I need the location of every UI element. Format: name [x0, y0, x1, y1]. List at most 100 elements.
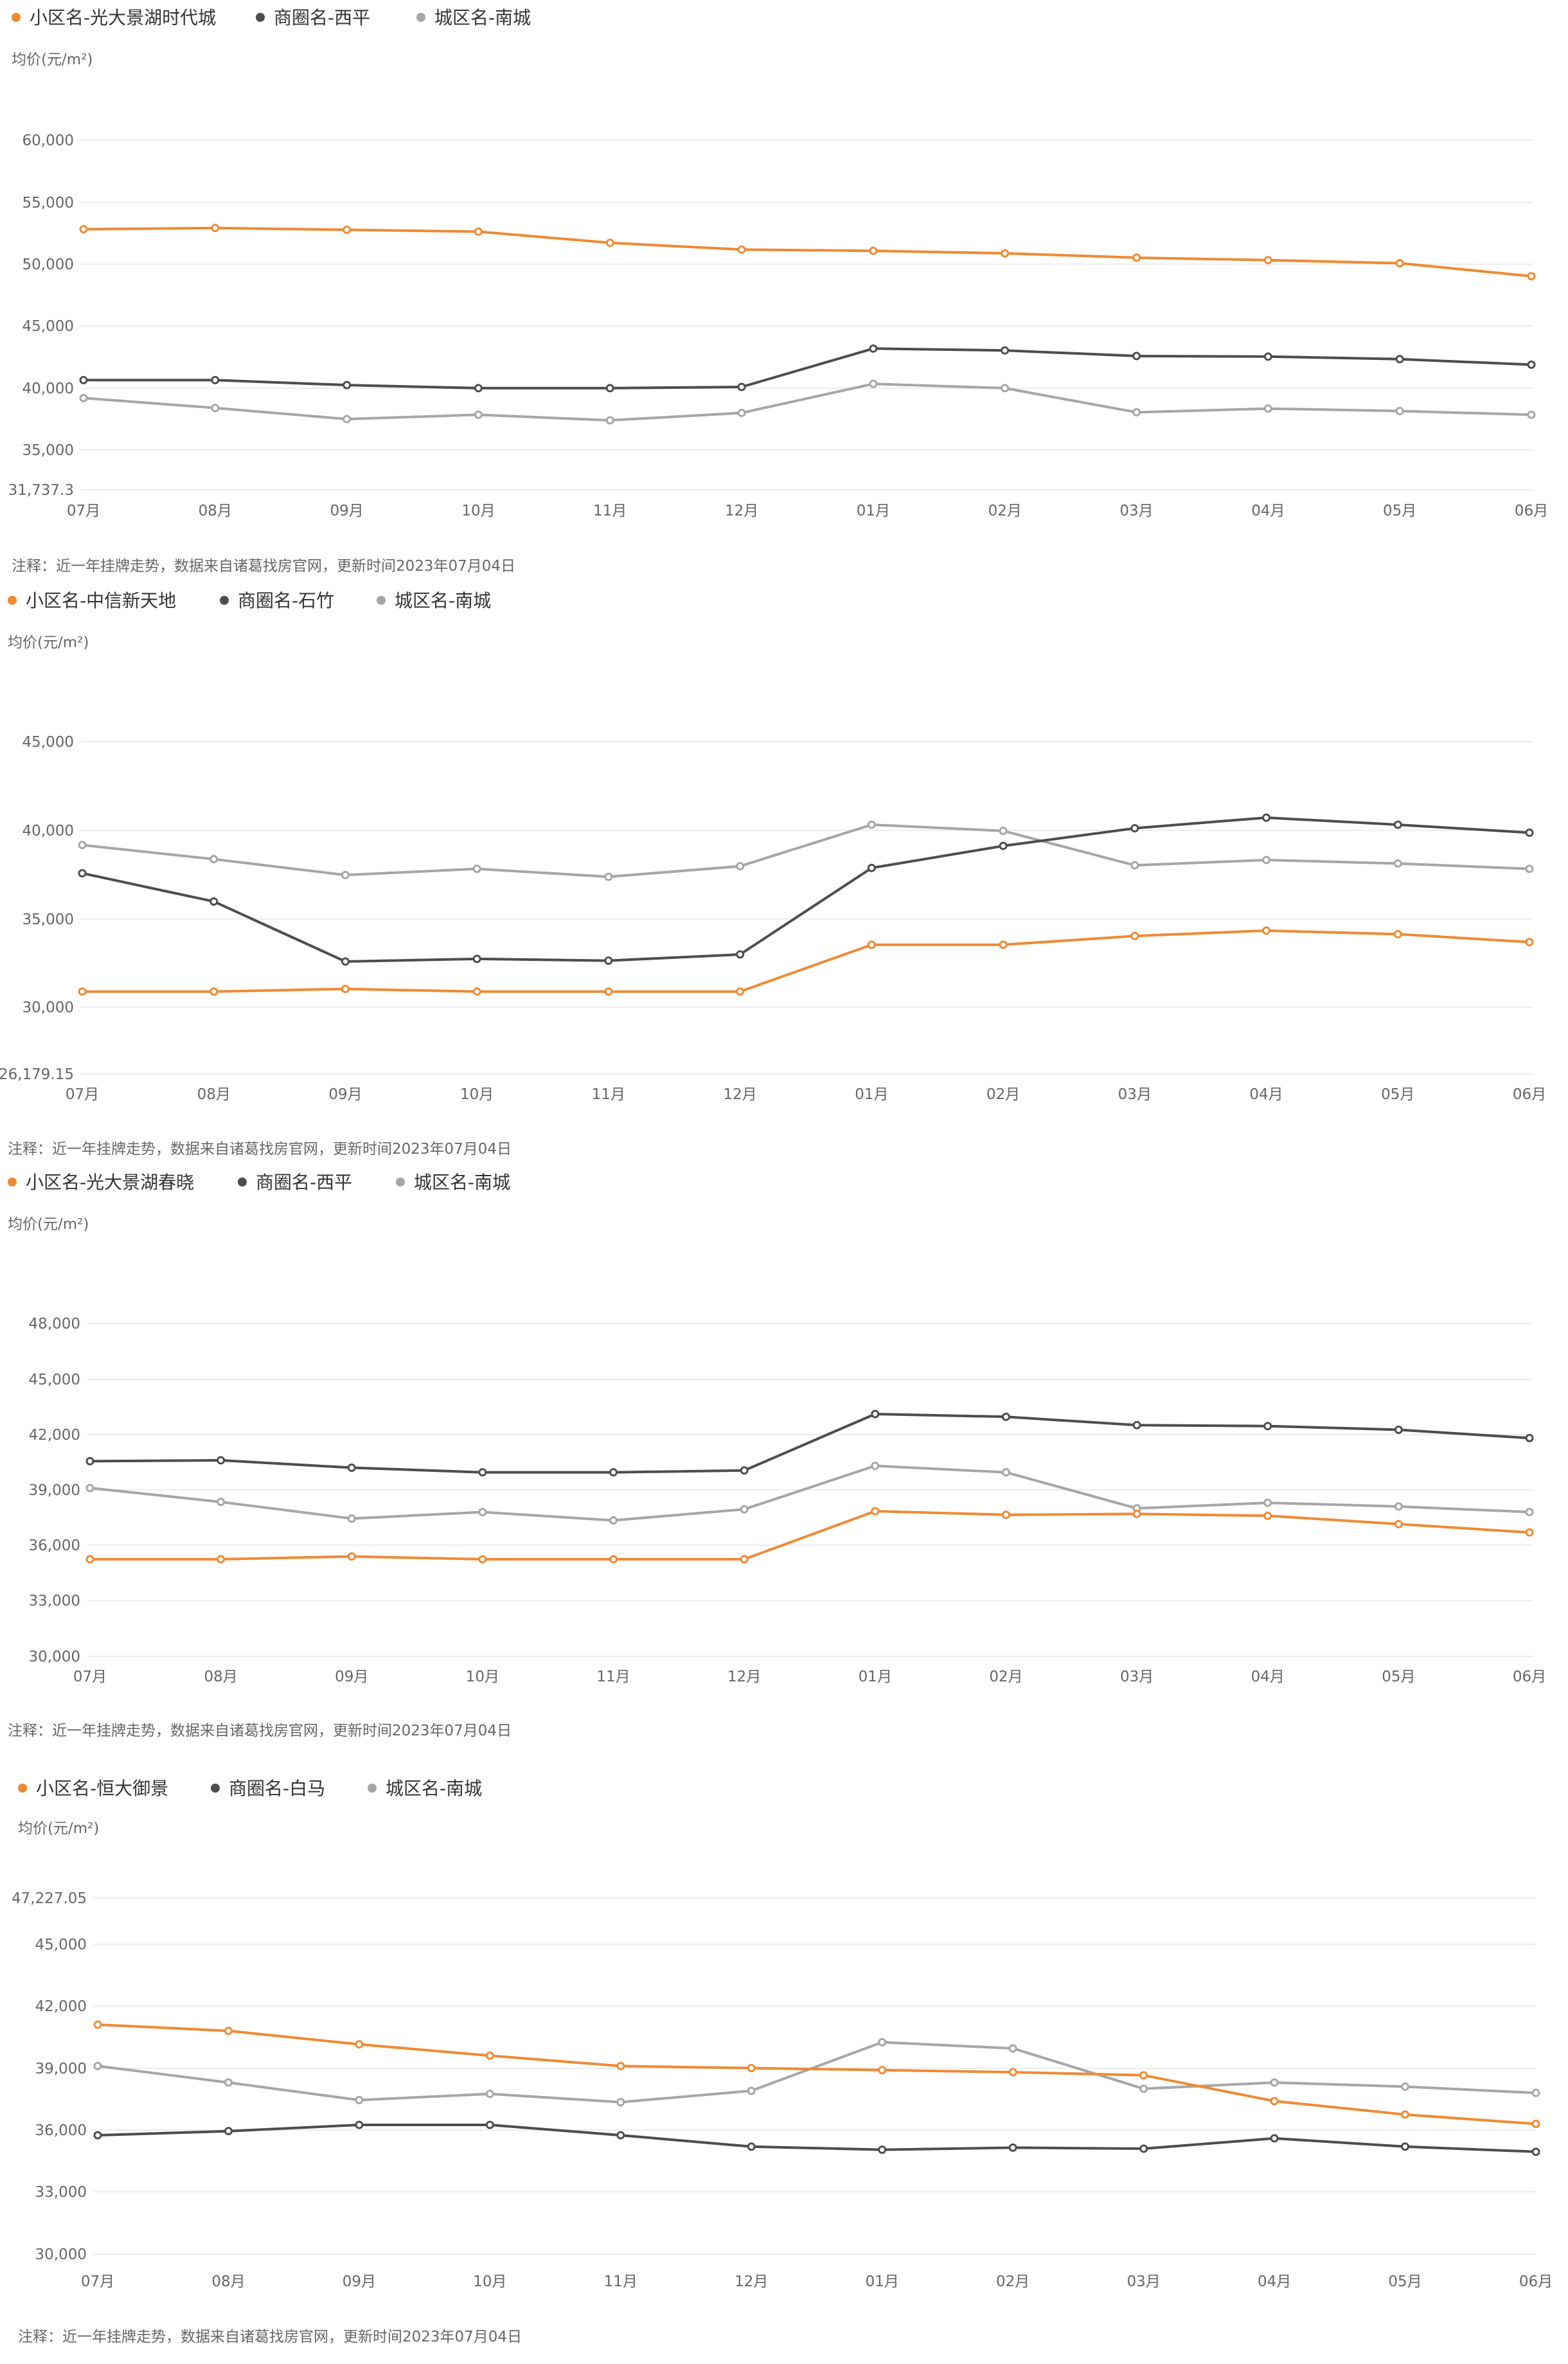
data-point[interactable]	[1525, 1508, 1534, 1517]
data-point[interactable]	[343, 226, 352, 235]
data-point[interactable]	[341, 957, 350, 966]
data-point[interactable]	[609, 1468, 618, 1477]
data-point[interactable]	[1527, 410, 1536, 419]
data-point[interactable]	[485, 2120, 494, 2129]
data-point[interactable]	[1139, 2071, 1148, 2080]
data-point[interactable]	[211, 375, 220, 384]
data-point[interactable]	[1263, 256, 1272, 265]
data-point[interactable]	[85, 1483, 94, 1492]
data-point[interactable]	[1132, 1509, 1141, 1518]
data-point[interactable]	[1001, 1468, 1010, 1477]
data-point[interactable]	[478, 1508, 487, 1517]
data-point[interactable]	[747, 2142, 756, 2151]
data-point[interactable]	[472, 864, 481, 873]
data-point[interactable]	[1393, 929, 1402, 938]
data-point[interactable]	[485, 2051, 494, 2060]
legend-item[interactable]: 城区名-南城	[416, 7, 531, 28]
data-point[interactable]	[1270, 2097, 1279, 2106]
data-point[interactable]	[1263, 1498, 1272, 1507]
data-point[interactable]	[1525, 938, 1534, 947]
data-point[interactable]	[1401, 2110, 1410, 2119]
data-point[interactable]	[871, 1462, 880, 1471]
legend-item[interactable]: 小区名-中信新天地	[8, 590, 176, 611]
data-point[interactable]	[1001, 346, 1010, 355]
data-point[interactable]	[217, 1456, 226, 1465]
data-point[interactable]	[355, 2040, 364, 2049]
data-point[interactable]	[79, 393, 88, 402]
data-point[interactable]	[93, 2131, 102, 2140]
data-point[interactable]	[1008, 2143, 1017, 2152]
data-point[interactable]	[78, 869, 87, 878]
data-point[interactable]	[211, 404, 220, 413]
data-point[interactable]	[474, 410, 483, 419]
data-point[interactable]	[78, 987, 87, 996]
data-point[interactable]	[609, 1516, 618, 1525]
data-point[interactable]	[343, 415, 352, 424]
legend-item[interactable]: 小区名-光大景湖时代城	[12, 7, 216, 28]
data-point[interactable]	[1263, 404, 1272, 413]
data-point[interactable]	[871, 1507, 880, 1516]
data-point[interactable]	[605, 384, 614, 393]
data-point[interactable]	[1531, 2119, 1540, 2128]
data-point[interactable]	[867, 820, 876, 829]
data-point[interactable]	[1270, 2134, 1279, 2143]
data-point[interactable]	[1008, 2068, 1017, 2077]
legend-item[interactable]: 商圈名-石竹	[220, 590, 334, 611]
legend-item[interactable]: 小区名-恒大御景	[18, 1778, 168, 1799]
data-point[interactable]	[474, 384, 483, 393]
data-point[interactable]	[1139, 2084, 1148, 2093]
data-point[interactable]	[1262, 813, 1271, 822]
legend-item[interactable]: 城区名-南城	[396, 1172, 510, 1193]
data-point[interactable]	[867, 940, 876, 949]
data-point[interactable]	[347, 1463, 356, 1472]
data-point[interactable]	[1525, 1433, 1534, 1442]
data-point[interactable]	[1393, 820, 1402, 829]
data-point[interactable]	[1525, 828, 1534, 837]
data-point[interactable]	[604, 872, 613, 881]
legend-item[interactable]: 小区名-光大景湖春晓	[8, 1172, 194, 1193]
data-point[interactable]	[999, 841, 1008, 850]
data-point[interactable]	[343, 381, 352, 390]
data-point[interactable]	[740, 1466, 749, 1475]
data-point[interactable]	[347, 1552, 356, 1561]
data-point[interactable]	[1393, 859, 1402, 868]
data-point[interactable]	[878, 2066, 887, 2075]
data-point[interactable]	[1130, 931, 1139, 940]
data-point[interactable]	[79, 375, 88, 384]
data-point[interactable]	[609, 1555, 618, 1564]
data-point[interactable]	[1132, 1420, 1141, 1429]
data-point[interactable]	[605, 238, 614, 247]
data-point[interactable]	[1132, 352, 1141, 361]
data-point[interactable]	[1395, 355, 1404, 364]
data-point[interactable]	[1130, 861, 1139, 870]
data-point[interactable]	[1527, 272, 1536, 281]
data-point[interactable]	[1270, 2078, 1279, 2087]
data-point[interactable]	[999, 827, 1008, 836]
data-point[interactable]	[1394, 1425, 1403, 1434]
data-point[interactable]	[209, 897, 218, 906]
data-point[interactable]	[616, 2131, 625, 2140]
data-point[interactable]	[1262, 926, 1271, 935]
data-point[interactable]	[867, 863, 876, 872]
data-point[interactable]	[1527, 360, 1536, 369]
data-point[interactable]	[1001, 1510, 1010, 1519]
data-point[interactable]	[224, 2027, 233, 2036]
data-point[interactable]	[209, 855, 218, 864]
data-point[interactable]	[217, 1555, 226, 1564]
data-point[interactable]	[737, 382, 746, 391]
data-point[interactable]	[869, 344, 878, 353]
data-point[interactable]	[93, 2020, 102, 2029]
data-point[interactable]	[1132, 253, 1141, 262]
data-point[interactable]	[217, 1498, 226, 1507]
data-point[interactable]	[740, 1555, 749, 1564]
data-point[interactable]	[999, 940, 1008, 949]
legend-item[interactable]: 商圈名-西平	[256, 7, 370, 28]
data-point[interactable]	[209, 987, 218, 996]
data-point[interactable]	[1130, 824, 1139, 833]
data-point[interactable]	[472, 987, 481, 996]
data-point[interactable]	[616, 2061, 625, 2070]
data-point[interactable]	[1263, 1422, 1272, 1431]
legend-item[interactable]: 城区名-南城	[368, 1778, 482, 1799]
data-point[interactable]	[1263, 1511, 1272, 1520]
data-point[interactable]	[78, 841, 87, 850]
